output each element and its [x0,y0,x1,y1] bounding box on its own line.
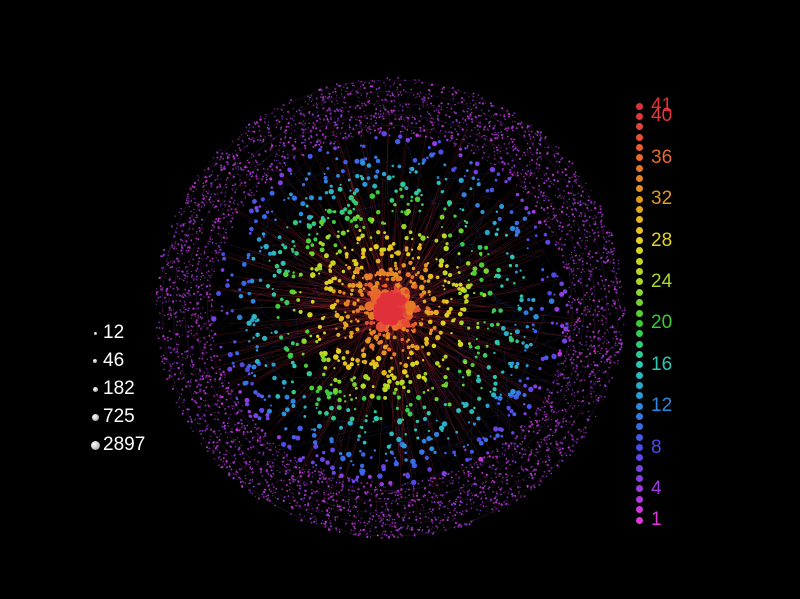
color-legend-dot [636,392,643,400]
size-legend-label: 12 [103,322,125,343]
color-legend-dot [636,350,643,358]
color-legend-dot [636,340,643,348]
color-legend-dot [636,206,643,213]
size-legend-dot [93,331,97,335]
color-legend-dot [636,143,643,151]
color-legend-dot [636,402,643,410]
color-legend-dot [636,433,643,441]
size-legend-label: 725 [103,406,135,427]
color-legend-dot [636,475,643,483]
size-legend-label: 2897 [103,434,146,455]
color-legend-dot [636,216,643,224]
color-legend-dot [636,257,643,265]
color-legend-label: 20 [651,312,673,334]
color-legend-dot [636,423,643,431]
color-legend-dot [636,319,643,327]
size-legend-dot [90,440,100,450]
color-legend-dot [636,506,643,514]
color-legend-dot [636,123,643,131]
color-legend-label: 16 [651,353,673,375]
color-legend-dot [636,268,643,276]
color-legend-dot [636,195,643,203]
size-legend-dot [92,386,98,392]
color-legend-dot [636,495,643,503]
color-legend-dot [636,102,643,110]
color-legend-dot [636,444,643,452]
color-legend-dot [636,454,643,462]
color-legend-dot [636,226,643,234]
color-legend-dot [636,133,643,141]
color-legend-label: 8 [651,436,662,458]
color-legend-dot [636,164,643,172]
size-legend-dot [91,413,99,421]
size-legend-label: 182 [103,378,135,399]
color-legend-dot [636,371,643,379]
color-legend-dot [636,278,643,286]
color-legend-dot [636,247,643,255]
color-legend-dot [636,309,643,317]
color-legend-dot [636,330,643,338]
color-legend-label: 41 [651,95,673,116]
color-legend-dot [636,288,643,296]
color-legend-dot [636,299,643,307]
color-legend-label: 4 [651,477,662,499]
coreness-color-legend: 41 40 36 32 28 24 20 16 12 8 4 1 [632,96,732,530]
color-legend-dot [636,361,643,369]
color-legend-label: 32 [651,188,673,210]
color-legend-dot [636,464,643,472]
color-legend-dot [636,516,643,524]
color-legend-dot [636,237,643,245]
color-legend-dot [636,185,643,193]
color-legend-dot [636,381,643,389]
color-legend-dot [636,174,643,182]
color-legend-dot [636,413,643,420]
color-legend-dot [636,112,643,120]
color-legend-label: 1 [651,509,662,530]
color-legend-label: 28 [651,229,673,251]
color-legend-label: 12 [651,395,673,417]
color-legend-label: 24 [651,270,673,292]
color-legend-label: 36 [651,146,673,168]
color-legend-dot [636,154,643,162]
color-legend-dot [636,485,643,493]
network-nodes [155,76,626,540]
size-legend-label: 46 [103,350,125,371]
color-legend-label: 40 [651,105,673,127]
size-legend-dot [93,359,97,363]
